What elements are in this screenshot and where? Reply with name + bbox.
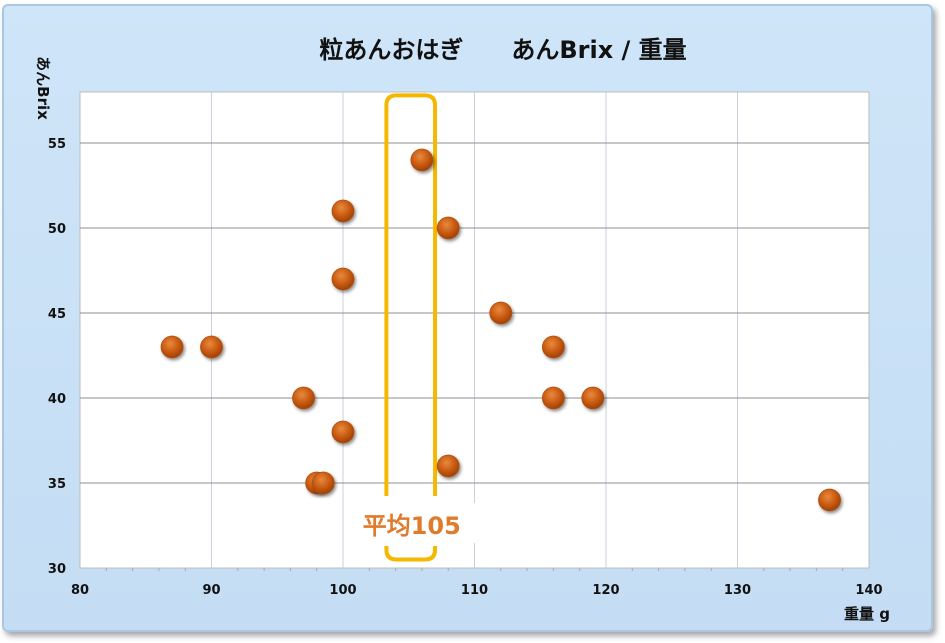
tick-labels: 80 90 100 110 120 130 140 30 35 40 45 50 55 <box>48 137 883 598</box>
data-point <box>818 488 841 512</box>
x-tick-label: 110 <box>461 583 488 598</box>
y-tick-label: 50 <box>48 222 66 237</box>
x-tick-label: 100 <box>329 583 356 598</box>
data-point <box>581 386 605 410</box>
x-tick-label: 80 <box>71 583 89 598</box>
y-tick-label: 55 <box>48 137 66 152</box>
x-tick-label: 140 <box>855 583 882 598</box>
y-tick-label: 30 <box>48 562 66 577</box>
data-point <box>436 454 460 478</box>
data-point <box>436 216 460 240</box>
x-axis-title: 重量 g <box>844 605 890 623</box>
y-tick-label: 35 <box>48 477 66 492</box>
average-label-background <box>348 503 476 543</box>
data-point <box>331 267 355 291</box>
data-point <box>160 335 184 359</box>
data-point <box>292 386 315 410</box>
y-tick-label: 40 <box>48 392 66 407</box>
x-tick-label: 120 <box>592 583 619 598</box>
data-point <box>542 335 565 359</box>
y-axis-title: あんBrix <box>34 56 52 120</box>
data-point <box>311 471 335 495</box>
chart-title: 粒あんおはぎ あんBrix / 重量 <box>319 36 686 64</box>
data-point <box>331 420 355 444</box>
average-bracket-bottom <box>384 546 438 562</box>
data-point <box>542 386 565 410</box>
x-tick-label: 130 <box>724 583 751 598</box>
y-tick-label: 45 <box>48 307 66 322</box>
average-label: 平均105 <box>363 512 461 540</box>
data-point <box>331 199 355 223</box>
average-annotation: 平均105 <box>348 93 476 562</box>
data-point <box>489 301 513 325</box>
x-tick-label: 90 <box>202 583 220 598</box>
average-bracket-top <box>384 93 438 496</box>
grid-lines <box>80 92 869 571</box>
data-point <box>200 335 223 359</box>
data-points <box>160 148 841 512</box>
data-point <box>410 148 434 172</box>
